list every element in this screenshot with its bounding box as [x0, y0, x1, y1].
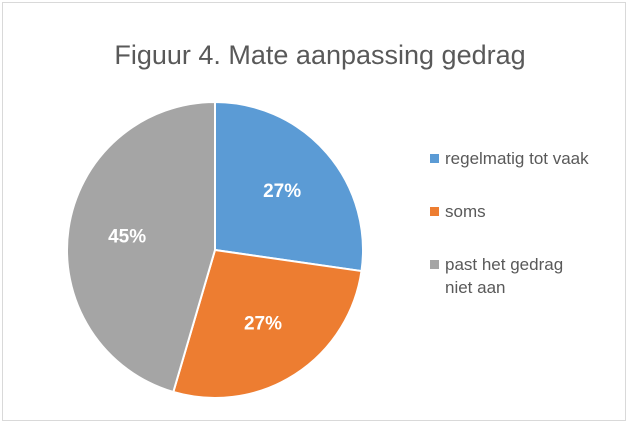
pie-slice	[172, 248, 363, 399]
legend-swatch	[430, 207, 439, 216]
pie-slice	[214, 100, 364, 273]
chart-frame	[2, 2, 626, 421]
legend-label: regelmatig tot vaak	[445, 149, 589, 168]
legend-label: past het gedrag niet aan	[445, 255, 564, 297]
data-label: 45%	[108, 226, 146, 247]
data-label: 27%	[263, 181, 301, 202]
chart-title: Figuur 4. Mate aanpassing gedrag	[114, 40, 525, 70]
legend-item: regelmatig tot vaak	[430, 147, 595, 170]
legend-label: soms	[445, 202, 486, 221]
legend-item: soms	[430, 200, 595, 223]
pie-slice	[66, 100, 216, 394]
data-label: 27%	[244, 314, 282, 335]
legend-item: past het gedrag niet aan	[430, 253, 595, 299]
legend: regelmatig tot vaak soms past het gedrag n…	[430, 147, 595, 299]
legend-swatch	[430, 154, 439, 163]
legend-swatch	[430, 260, 439, 269]
